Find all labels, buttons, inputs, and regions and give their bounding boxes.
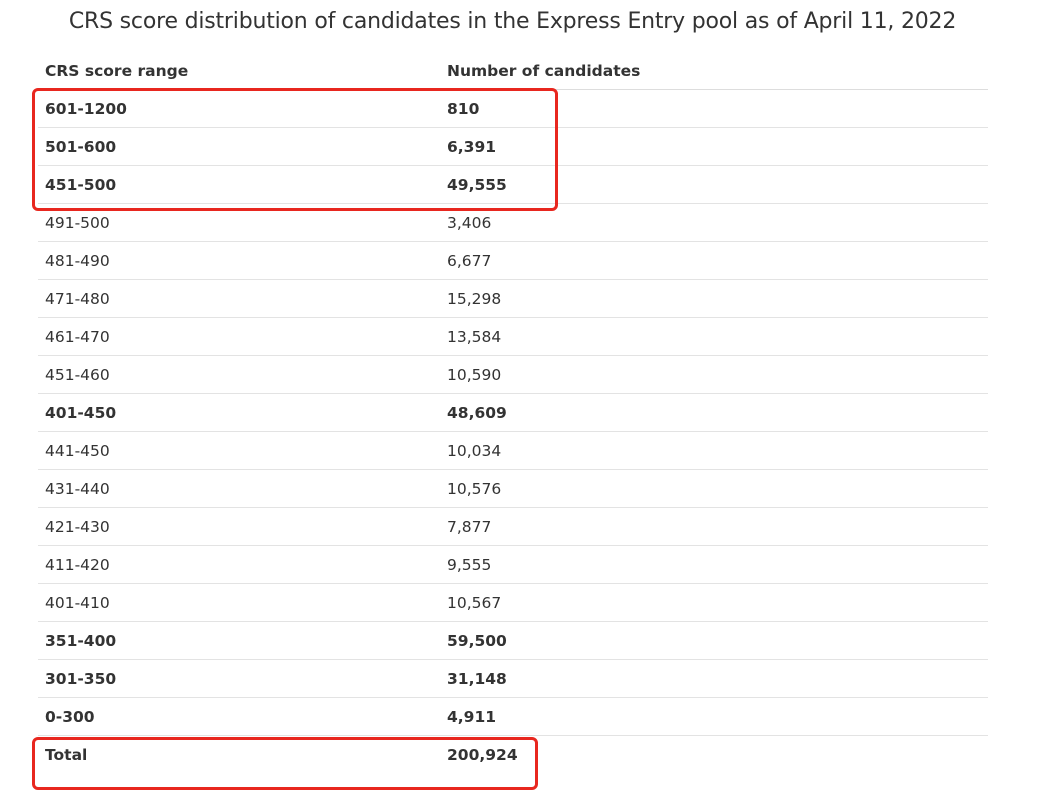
candidate-count-cell: 10,034 [447,441,502,460]
table-row: 601-1200 810 [38,90,988,128]
column-header-number-of-candidates: Number of candidates [447,61,641,80]
candidate-count-cell: 6,391 [447,137,497,156]
candidate-count-cell: 49,555 [447,175,507,194]
candidate-count-cell: 15,298 [447,289,502,308]
candidate-count-cell: 3,406 [447,213,492,232]
crs-score-range-cell: 461-470 [45,327,110,346]
candidate-count-cell: 4,911 [447,707,497,726]
crs-score-range-cell: 421-430 [45,517,110,536]
candidate-count-cell: 7,877 [447,517,492,536]
candidate-count-cell: 200,924 [447,746,518,764]
table-row: 471-480 15,298 [38,280,988,318]
table-header-row: CRS score range Number of candidates [38,52,988,90]
table-row: 461-470 13,584 [38,318,988,356]
crs-score-range-cell: 301-350 [45,669,117,688]
table-row: 431-440 10,576 [38,470,988,508]
table-row: 441-450 10,034 [38,432,988,470]
table-row: 491-500 3,406 [38,204,988,242]
crs-score-range-cell: 441-450 [45,441,110,460]
candidate-count-cell: 10,590 [447,365,502,384]
table-total-row: Total 200,924 [38,736,988,774]
crs-score-range-cell: 431-440 [45,479,110,498]
crs-score-range-cell: 451-500 [45,175,117,194]
crs-score-range-cell: 401-410 [45,593,110,612]
crs-score-range-cell: 411-420 [45,555,110,574]
crs-score-range-cell: 491-500 [45,213,110,232]
table-row: 351-400 59,500 [38,622,988,660]
crs-score-range-cell: 451-460 [45,365,110,384]
table-row: 451-500 49,555 [38,166,988,204]
candidate-count-cell: 6,677 [447,251,492,270]
candidate-count-cell: 13,584 [447,327,502,346]
crs-score-range-cell: 481-490 [45,251,110,270]
table-row: 451-460 10,590 [38,356,988,394]
crs-score-range-cell: 501-600 [45,137,117,156]
crs-score-range-cell: 0-300 [45,707,95,726]
table-row: 421-430 7,877 [38,508,988,546]
candidate-count-cell: 810 [447,99,480,118]
table-row: 0-300 4,911 [38,698,988,736]
candidate-count-cell: 10,567 [447,593,502,612]
table-body: 601-1200 810 501-600 6,391 451-500 49,555 491-… [38,90,988,774]
table-row: 301-350 31,148 [38,660,988,698]
table-row: 481-490 6,677 [38,242,988,280]
crs-distribution-table: CRS score range Number of candidates 601… [38,52,988,774]
table-row: 501-600 6,391 [38,128,988,166]
candidate-count-cell: 10,576 [447,479,502,498]
crs-score-range-cell: 401-450 [45,403,117,422]
crs-score-range-cell: 351-400 [45,631,117,650]
table-row: 411-420 9,555 [38,546,988,584]
page-title: CRS score distribution of candidates in … [68,9,957,34]
column-header-crs-score-range: CRS score range [45,61,189,80]
candidate-count-cell: 59,500 [447,631,507,650]
crs-score-range-cell: Total [45,746,88,764]
candidate-count-cell: 31,148 [447,669,507,688]
candidate-count-cell: 9,555 [447,555,492,574]
table-row: 401-450 48,609 [38,394,988,432]
crs-score-range-cell: 601-1200 [45,99,127,118]
candidate-count-cell: 48,609 [447,403,507,422]
table-row: 401-410 10,567 [38,584,988,622]
crs-score-range-cell: 471-480 [45,289,110,308]
